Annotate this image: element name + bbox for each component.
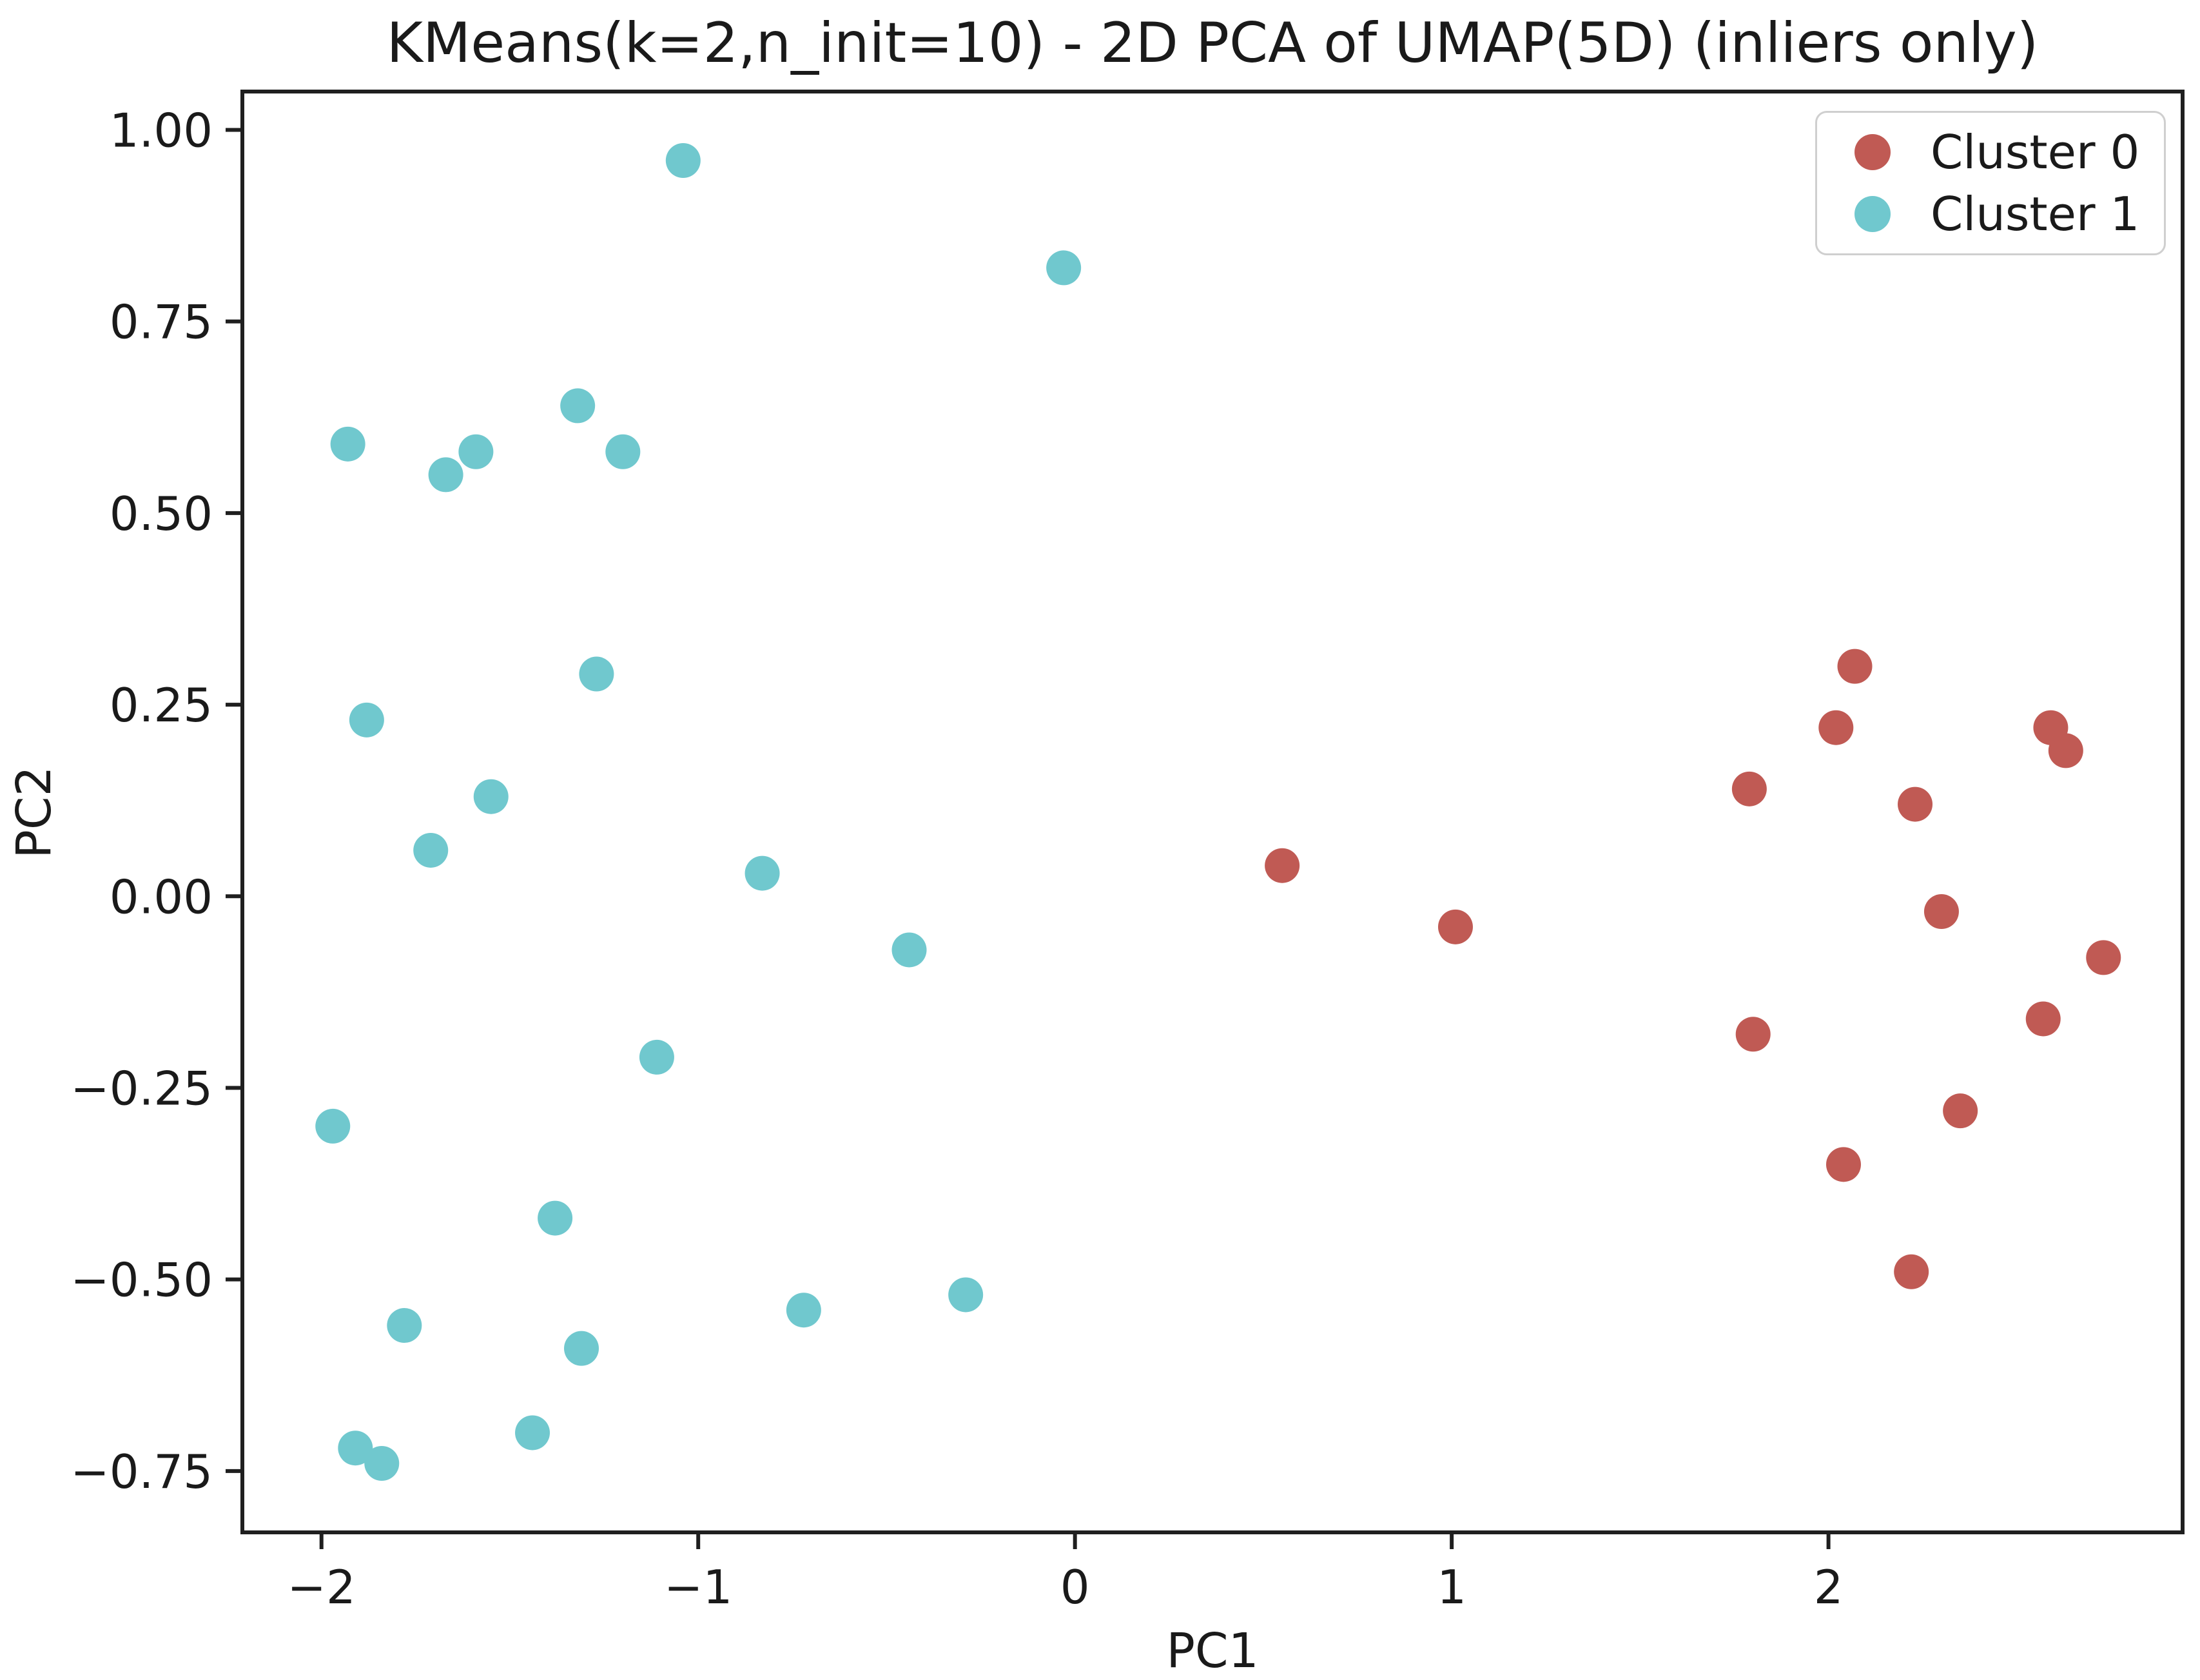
data-point-cluster-1 [786, 1293, 821, 1328]
data-point-cluster-1 [473, 779, 509, 814]
legend: Cluster 0 Cluster 1 [1815, 111, 2166, 255]
data-point-cluster-0 [1898, 786, 1933, 822]
data-point-cluster-0 [1825, 1147, 1861, 1182]
data-point-cluster-1 [538, 1200, 573, 1236]
x-axis-label: PC1 [1166, 1623, 1258, 1679]
y-tick-label: 0.25 [110, 678, 213, 732]
data-point-cluster-1 [387, 1308, 422, 1343]
y-tick-label: 0.00 [110, 870, 213, 924]
y-tick-label: −0.25 [70, 1061, 213, 1115]
y-tick-label: −0.50 [70, 1253, 213, 1307]
plot-frame [240, 90, 2185, 1534]
data-point-cluster-1 [745, 855, 780, 891]
data-point-cluster-0 [1818, 710, 1854, 745]
data-point-cluster-0 [1265, 848, 1300, 883]
data-point-cluster-0 [1837, 649, 1873, 684]
x-axis-ticks: −2 −1 0 1 2 [287, 1532, 1844, 1614]
data-point-cluster-1 [665, 142, 701, 178]
x-tick-label: −1 [664, 1560, 732, 1614]
cluster-0-marker-icon [1854, 133, 1891, 170]
data-point-cluster-0 [2025, 1001, 2061, 1037]
y-tick-label: −0.75 [70, 1445, 213, 1499]
legend-item-cluster-0: Cluster 0 [1817, 129, 2164, 175]
data-point-cluster-1 [458, 434, 494, 469]
data-point-cluster-1 [560, 388, 596, 424]
data-point-cluster-0 [1437, 909, 1473, 944]
data-point-cluster-1 [413, 832, 449, 868]
data-point-cluster-1 [891, 932, 927, 968]
data-point-cluster-0 [1894, 1254, 1929, 1289]
chart-title: KMeans(k=2,n_init=10) - 2D PCA of UMAP(5… [387, 11, 2039, 75]
data-point-cluster-0 [1735, 1017, 1771, 1052]
scatter-points [315, 142, 2121, 1481]
data-point-cluster-1 [1046, 250, 1082, 286]
legend-label-cluster-1: Cluster 1 [1931, 187, 2140, 242]
data-point-cluster-1 [605, 434, 641, 469]
y-tick-label: 0.75 [110, 295, 213, 349]
data-point-cluster-1 [364, 1446, 400, 1481]
data-point-cluster-1 [579, 656, 614, 692]
legend-item-cluster-1: Cluster 1 [1817, 191, 2164, 237]
x-tick-label: 1 [1437, 1560, 1466, 1614]
data-point-cluster-0 [2048, 733, 2083, 768]
x-tick-label: −2 [287, 1560, 356, 1614]
data-point-cluster-1 [515, 1415, 550, 1450]
legend-label-cluster-0: Cluster 0 [1931, 124, 2140, 179]
data-point-cluster-0 [1731, 771, 1767, 806]
data-point-cluster-1 [349, 702, 384, 737]
data-point-cluster-1 [948, 1277, 984, 1313]
data-point-cluster-1 [338, 1431, 373, 1466]
data-point-cluster-1 [639, 1039, 674, 1075]
data-point-cluster-1 [564, 1331, 599, 1366]
y-axis-label: PC2 [6, 766, 62, 858]
y-tick-label: 0.50 [110, 487, 213, 541]
data-point-cluster-1 [330, 426, 365, 462]
data-point-cluster-0 [2086, 940, 2121, 975]
cluster-1-marker-icon [1854, 196, 1891, 233]
y-tick-label: 1.00 [110, 103, 213, 157]
data-point-cluster-1 [428, 457, 463, 493]
data-point-cluster-0 [1923, 894, 1959, 930]
data-point-cluster-1 [315, 1108, 351, 1144]
y-axis-ticks: 1.00 0.75 0.50 0.25 0.00 −0.25 −0.50 −0.75 [70, 103, 242, 1499]
x-tick-label: 2 [1814, 1560, 1844, 1614]
x-tick-label: 0 [1060, 1560, 1090, 1614]
data-point-cluster-0 [1943, 1093, 1978, 1129]
